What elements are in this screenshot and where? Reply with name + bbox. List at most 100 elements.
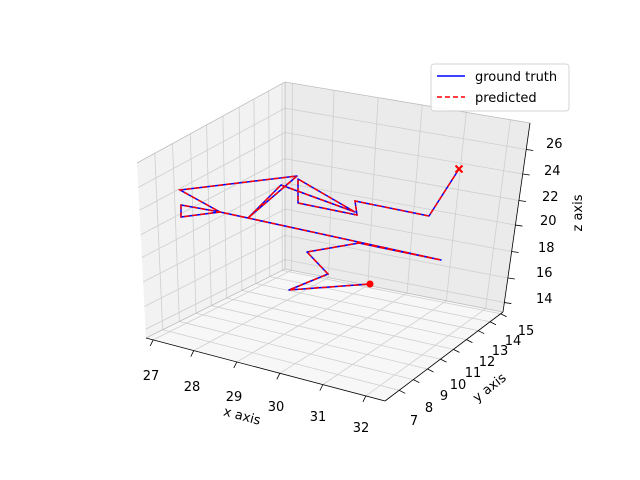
z-grid-line (284, 132, 523, 175)
y-grid-line (255, 283, 479, 332)
z-grid-line (138, 107, 286, 188)
x-tick-label: 30 (268, 400, 285, 415)
z-tick-mark (515, 224, 523, 227)
y-grid-line (211, 305, 441, 360)
y-grid-line (226, 297, 454, 350)
x-tick-label: 29 (226, 390, 243, 405)
z-tick-label: 18 (538, 241, 555, 256)
y-tick-mark (453, 349, 460, 353)
x-tick-mark (190, 350, 195, 357)
x-tick-label: 28 (184, 380, 201, 395)
z-tick-label: 26 (546, 137, 563, 152)
y-grid-line (179, 321, 414, 381)
x-grid-line (193, 277, 329, 351)
x-axis-label: x axis (222, 404, 263, 428)
x-grid-line (367, 97, 379, 286)
y-grid-line (172, 143, 180, 322)
z-tick-mark (526, 149, 534, 151)
legend-label-predicted: predicted (475, 91, 537, 106)
y-grid-line (189, 133, 197, 314)
y-grid-line (206, 124, 212, 306)
z-grid-line (141, 182, 286, 258)
series-line-predicted (177, 168, 460, 291)
end-dot-marker (366, 280, 374, 288)
y-grid-line (154, 153, 164, 330)
y-tick-mark (440, 358, 447, 363)
z-tick-mark (507, 277, 515, 280)
z-grid-line (284, 208, 512, 252)
y-tick-label: 15 (518, 324, 535, 339)
x-tick-label: 27 (143, 369, 160, 384)
y-tick-mark (413, 379, 420, 383)
x-grid-line (279, 292, 408, 374)
y-grid-line (268, 90, 271, 277)
x-grid-line (485, 119, 511, 309)
axis-ticks (149, 149, 534, 403)
y-tick-mark (500, 313, 507, 318)
z-grid-line (284, 182, 516, 226)
y-tick-label: 9 (440, 389, 448, 404)
y-grid-line (195, 312, 428, 370)
y-tick-label: 8 (425, 401, 433, 416)
z-tick-label: 16 (536, 266, 553, 281)
x-grid-line (236, 284, 369, 363)
y-tick-label: 11 (465, 366, 482, 381)
start-x-marker-stroke (454, 164, 464, 174)
x-grid-line (365, 308, 486, 397)
y-tick-mark (466, 339, 473, 343)
z-tick-label: 14 (536, 292, 553, 307)
x-grid-line (152, 269, 292, 341)
z-grid-line (140, 158, 286, 236)
y-tick-label: 14 (505, 334, 522, 349)
z-grid-line (284, 234, 508, 279)
z-grid-line (284, 158, 520, 201)
x-grid-line (322, 300, 447, 385)
y-tick-label: 7 (410, 414, 418, 429)
z-grid-line (145, 259, 286, 330)
y-axis-line (384, 311, 504, 402)
x-tick-mark (276, 373, 281, 380)
z-tick-mark (518, 200, 526, 202)
y-tick-mark (427, 368, 434, 373)
start-x-marker (454, 164, 464, 174)
z-tick-mark (504, 302, 512, 304)
x-tick-mark (362, 395, 367, 403)
x-tick-mark (233, 361, 238, 369)
z-tick-mark (511, 251, 519, 253)
y-tick-mark (489, 321, 497, 326)
y-grid-line (238, 107, 243, 291)
z-axis-line (502, 122, 531, 313)
z-grid-line (284, 107, 527, 150)
x-grid-line (328, 90, 335, 278)
x-axis-line (145, 337, 386, 402)
z-tick-label: 20 (540, 214, 557, 229)
y-tick-label: 10 (450, 378, 467, 393)
y-grid-line (241, 289, 467, 340)
y-grid-line (162, 329, 400, 391)
x-tick-label: 31 (310, 410, 327, 425)
grid-lines (138, 83, 527, 397)
x-tick-mark (149, 339, 154, 347)
y-grid-line (269, 276, 491, 323)
y-grid-line (222, 116, 228, 298)
y-tick-mark (478, 330, 485, 335)
x-tick-label: 32 (353, 421, 370, 436)
z-grid-line (139, 132, 286, 211)
y-tick-label: 12 (479, 355, 496, 370)
z-axis-label: z axis (571, 194, 586, 231)
z-tick-label: 24 (544, 164, 561, 179)
z-tick-label: 22 (542, 190, 559, 205)
x-tick-mark (319, 384, 324, 391)
legend: ground truth predicted (430, 63, 570, 112)
z-tick-mark (522, 173, 530, 176)
legend-frame (430, 63, 570, 112)
y-tick-label: 13 (492, 344, 509, 359)
pane-floor (146, 269, 503, 401)
x-grid-line (406, 104, 423, 294)
x-grid-line (445, 112, 467, 301)
legend-label-ground-truth: ground truth (475, 70, 557, 85)
z-grid-line (144, 234, 286, 307)
y-grid-line (253, 99, 257, 284)
